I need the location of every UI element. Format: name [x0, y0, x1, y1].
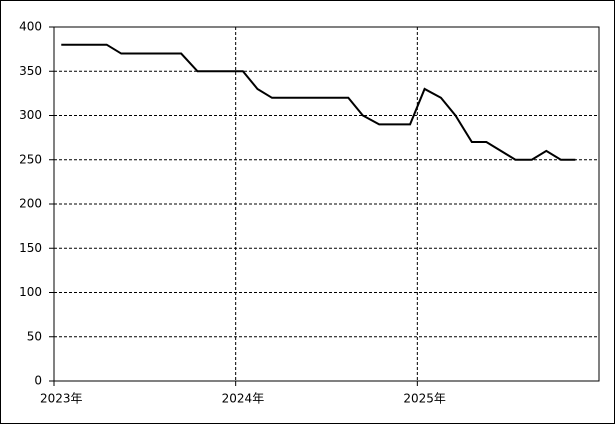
y-tick-label: 150 — [19, 241, 42, 255]
y-tick-label: 300 — [19, 108, 42, 122]
plot-frame — [53, 26, 600, 382]
data-line — [61, 43, 576, 161]
x-tick-label: 2024年 — [222, 392, 265, 406]
x-tick-label: 2023年 — [40, 392, 83, 406]
y-tick-label: 250 — [19, 152, 42, 166]
y-tick-label: 400 — [19, 20, 42, 34]
y-tick-label: 100 — [19, 285, 42, 299]
x-tick-label: 2025年 — [403, 392, 446, 406]
y-tick-label: 200 — [19, 197, 42, 211]
y-tick-label: 0 — [34, 374, 42, 388]
y-tick-label: 350 — [19, 64, 42, 78]
y-tick-label: 50 — [27, 329, 42, 343]
